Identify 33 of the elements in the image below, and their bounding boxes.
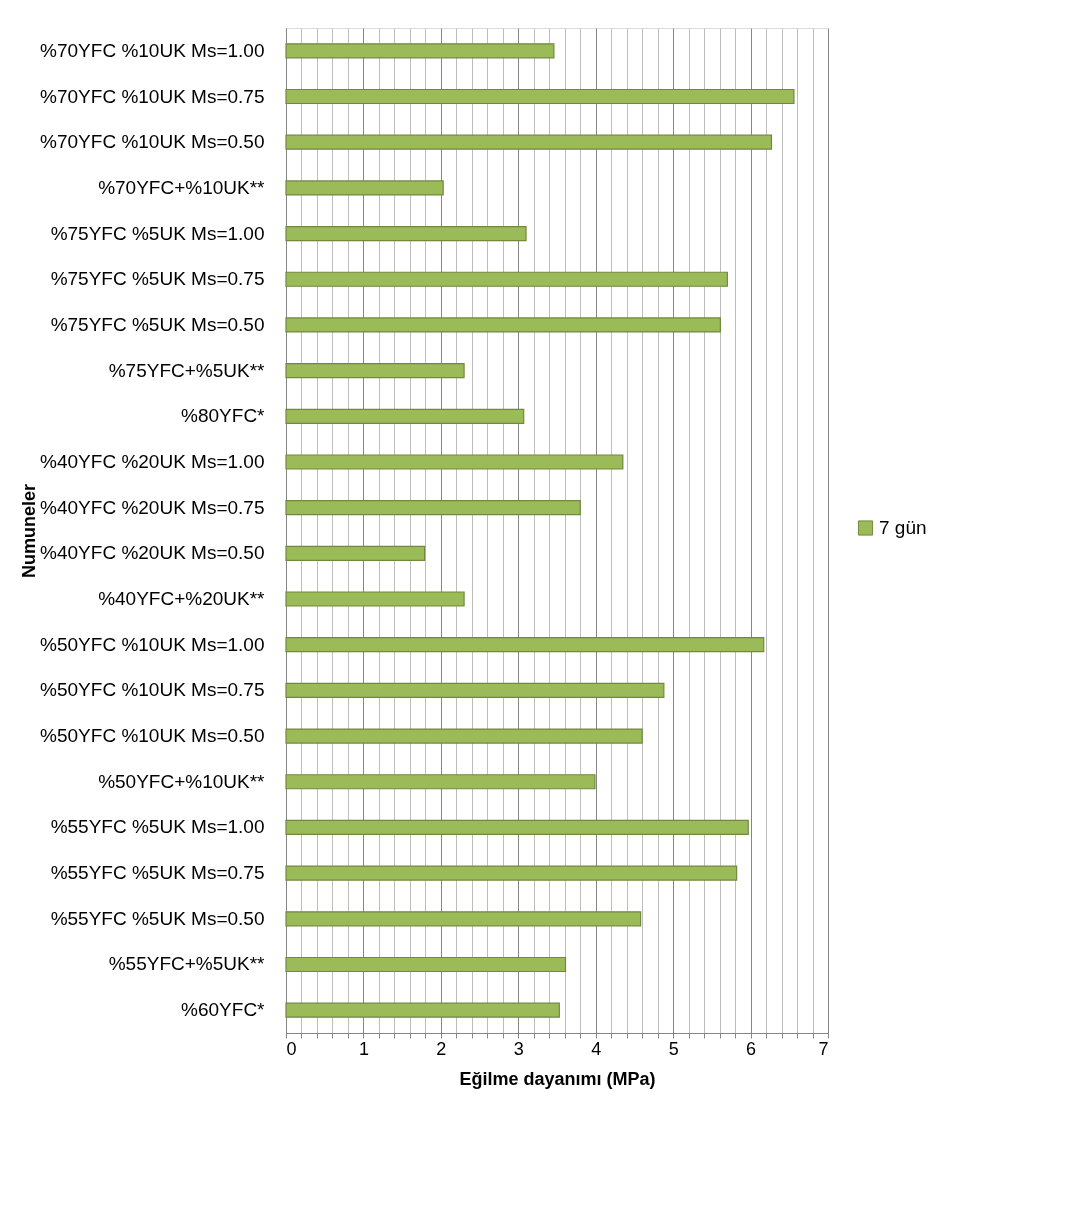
y-tick-label: %50YFC %10UK Ms=1.00 xyxy=(40,633,265,655)
y-tick-label: %70YFC+%10UK** xyxy=(98,176,266,198)
y-tick-label: %60YFC* xyxy=(181,999,266,1021)
y-tick-label: %70YFC %10UK Ms=0.50 xyxy=(40,131,265,153)
y-tick-label: %75YFC %5UK Ms=0.50 xyxy=(50,313,265,335)
x-tick-label: 1 xyxy=(358,1038,369,1059)
x-tick-label: 4 xyxy=(591,1038,602,1059)
y-tick-label: %55YFC %5UK Ms=1.00 xyxy=(50,816,265,838)
x-tick-label: 6 xyxy=(746,1038,757,1059)
y-tick-label: %80YFC* xyxy=(181,405,266,427)
x-tick-label: 0 xyxy=(286,1038,297,1059)
y-tick-label: %50YFC %10UK Ms=0.75 xyxy=(40,679,265,701)
x-tick-label: 3 xyxy=(513,1038,524,1059)
y-tick-label: %50YFC %10UK Ms=0.50 xyxy=(40,725,265,747)
y-tick-label: %40YFC+%20UK** xyxy=(98,588,266,610)
y-tick-label: %70YFC %10UK Ms=0.75 xyxy=(40,85,265,107)
y-tick-label: %50YFC+%10UK** xyxy=(98,770,266,792)
y-tick-label: %55YFC+%5UK** xyxy=(108,953,266,975)
legend-label: 7 gün xyxy=(879,517,927,538)
x-axis-title: Eğilme dayanımı (MPa) xyxy=(459,1068,656,1089)
y-tick-label: %40YFC %20UK Ms=0.50 xyxy=(40,542,265,564)
x-tick-label: 7 xyxy=(818,1038,829,1059)
x-tick-label: 5 xyxy=(668,1038,679,1059)
y-tick-label: %75YFC+%5UK** xyxy=(108,359,266,381)
y-tick-label: %70YFC %10UK Ms=1.00 xyxy=(40,39,265,61)
y-tick-label: %75YFC %5UK Ms=1.00 xyxy=(50,222,265,244)
y-tick-label: %40YFC %20UK Ms=0.75 xyxy=(40,496,265,518)
y-tick-label: %75YFC %5UK Ms=0.75 xyxy=(50,268,265,290)
y-axis-title: Numuneler xyxy=(18,483,39,579)
x-tick-label: 2 xyxy=(436,1038,447,1059)
y-tick-label: %55YFC %5UK Ms=0.75 xyxy=(50,862,265,884)
y-tick-label: %55YFC %5UK Ms=0.50 xyxy=(50,907,265,929)
y-tick-label: %40YFC %20UK Ms=1.00 xyxy=(40,450,265,472)
